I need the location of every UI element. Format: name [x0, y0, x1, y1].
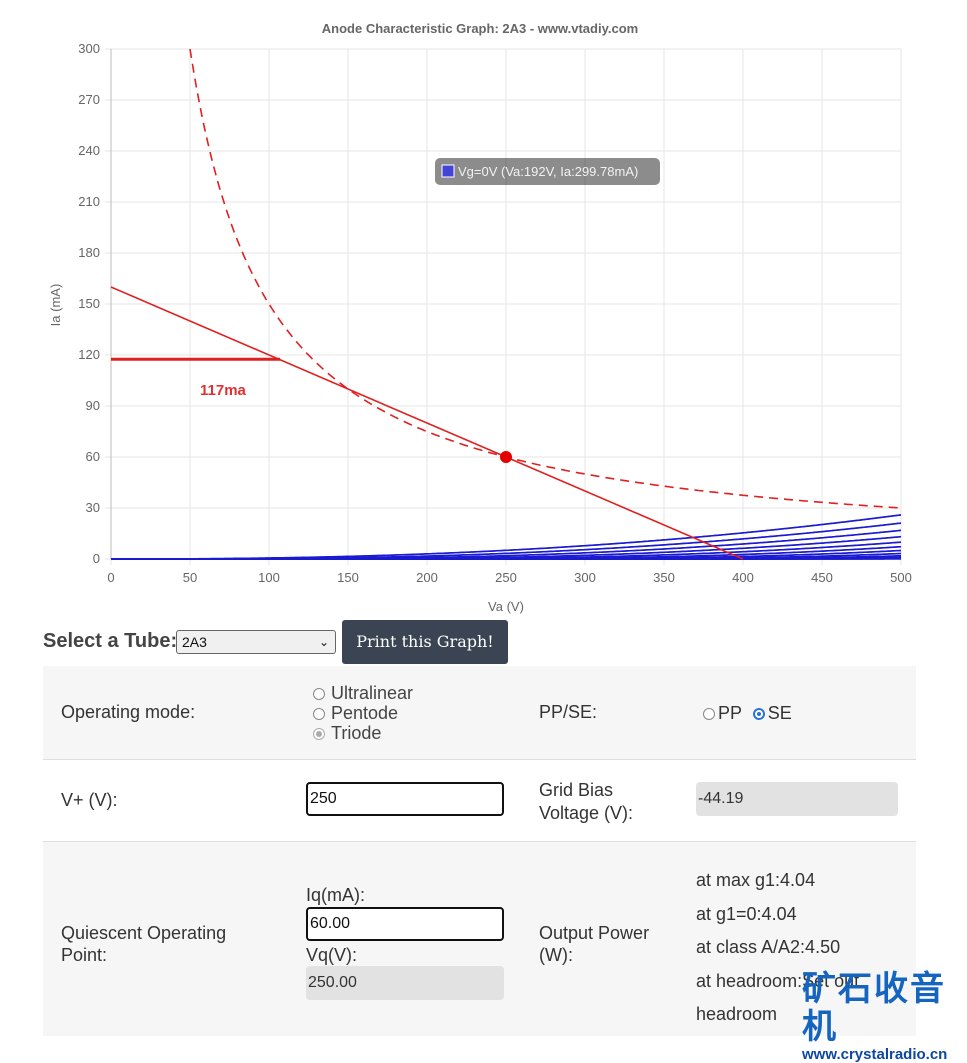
anode-characteristic-chart: Anode Characteristic Graph: 2A3 - www.vt… — [0, 0, 967, 618]
radio-selected-icon — [753, 708, 765, 720]
y-tick-label: 60 — [86, 449, 100, 464]
x-tick-label: 500 — [890, 570, 912, 585]
chart-grid — [105, 49, 901, 565]
y-tick-label: 30 — [86, 500, 100, 515]
ppse-options: PP SE — [703, 703, 792, 724]
x-tick-label: 0 — [107, 570, 114, 585]
tube-select-value: 2A3 — [182, 634, 207, 650]
ppse-label: PP/SE: — [539, 702, 597, 723]
radio-icon — [313, 708, 325, 720]
current-annotation: 117ma — [200, 382, 247, 399]
x-tick-label: 100 — [258, 570, 280, 585]
output-power-line: at g1=0:4.04 — [696, 898, 859, 932]
y-tick-label: 90 — [86, 398, 100, 413]
operating-mode-row: Operating mode: Ultralinear Pentode Trio… — [43, 666, 916, 760]
tooltip: Vg=0V (Va:192V, Ia:299.78mA) — [435, 158, 660, 185]
chart-title: Anode Characteristic Graph: 2A3 - www.vt… — [322, 21, 638, 36]
operating-point[interactable] — [500, 451, 512, 463]
x-axis-label: Va (V) — [488, 599, 524, 614]
watermark-url: www.crystalradio.cn — [802, 1046, 962, 1063]
x-tick-label: 350 — [653, 570, 675, 585]
x-tick-label: 400 — [732, 570, 754, 585]
x-tick-label: 50 — [183, 570, 197, 585]
x-axis-ticks: 0 50 100 150 200 250 300 350 400 450 500 — [107, 570, 911, 585]
mode-option-pentode[interactable]: Pentode — [313, 703, 413, 723]
select-tube-label: Select a Tube: — [43, 630, 177, 653]
parameters-panel: Operating mode: Ultralinear Pentode Trio… — [43, 666, 916, 1036]
operating-mode-options: Ultralinear Pentode Triode — [313, 683, 413, 743]
y-tick-label: 150 — [78, 296, 100, 311]
tooltip-swatch — [442, 165, 454, 177]
mode-option-triode[interactable]: Triode — [313, 723, 413, 743]
y-tick-label: 0 — [93, 551, 100, 566]
tube-selector-row: Select a Tube: 2A3 ⌄ Print this Graph! — [43, 618, 923, 666]
radio-icon — [313, 688, 325, 700]
grid-bias-value: -44.19 — [696, 782, 898, 816]
operating-mode-label: Operating mode: — [61, 702, 195, 723]
radio-icon — [703, 708, 715, 720]
y-axis-label: Ia (mA) — [48, 284, 63, 327]
vplus-input[interactable]: 250 — [306, 782, 504, 816]
x-tick-label: 150 — [337, 570, 359, 585]
x-tick-label: 450 — [811, 570, 833, 585]
ppse-option-pp[interactable]: PP — [703, 703, 742, 723]
watermark-logo: 矿石收音机 www.crystalradio.cn — [802, 970, 962, 1063]
iq-label: Iq(mA): — [306, 885, 365, 906]
y-axis-ticks: 0 30 60 90 120 150 180 210 240 270 300 — [78, 41, 100, 566]
output-power-line: at class A/A2:4.50 — [696, 931, 859, 965]
y-tick-label: 270 — [78, 92, 100, 107]
y-tick-label: 180 — [78, 245, 100, 260]
y-tick-label: 240 — [78, 143, 100, 158]
tooltip-text: Vg=0V (Va:192V, Ia:299.78mA) — [458, 164, 638, 179]
watermark-title: 矿石收音机 — [802, 970, 962, 1046]
y-tick-label: 210 — [78, 194, 100, 209]
print-graph-button[interactable]: Print this Graph! — [342, 620, 508, 664]
tube-select[interactable]: 2A3 ⌄ — [176, 630, 336, 654]
output-power-label: Output Power(W): — [539, 922, 649, 966]
ppse-option-se[interactable]: SE — [753, 703, 792, 723]
x-tick-label: 200 — [416, 570, 438, 585]
vq-label: Vq(V): — [306, 945, 357, 966]
max-dissipation-curve — [190, 49, 901, 508]
radio-selected-icon — [313, 728, 325, 740]
vq-value: 250.00 — [306, 966, 504, 1000]
x-tick-label: 300 — [574, 570, 596, 585]
mode-option-ultralinear[interactable]: Ultralinear — [313, 683, 413, 703]
vplus-label: V+ (V): — [61, 790, 118, 811]
chevron-down-icon: ⌄ — [319, 631, 329, 653]
iq-input[interactable]: 60.00 — [306, 907, 504, 941]
y-tick-label: 120 — [78, 347, 100, 362]
output-power-line: at max g1:4.04 — [696, 864, 859, 898]
y-tick-label: 300 — [78, 41, 100, 56]
x-tick-label: 250 — [495, 570, 517, 585]
